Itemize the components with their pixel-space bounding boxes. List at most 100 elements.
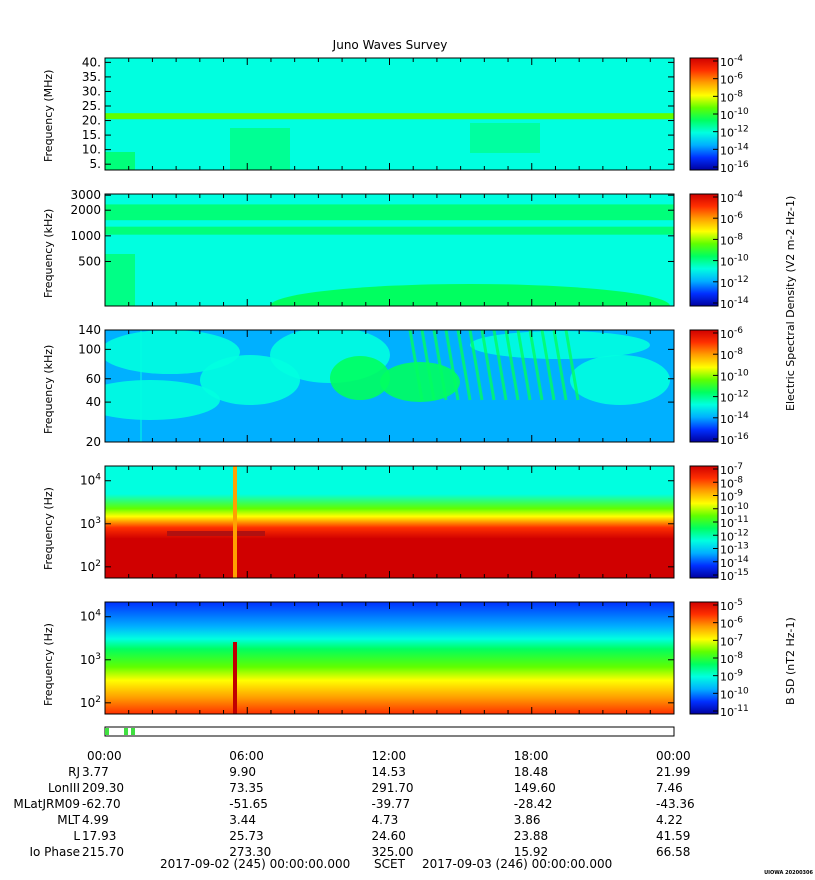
y-axis-label: Frequency (MHz) <box>42 69 55 162</box>
colorbar-tick-exponent: -12 <box>734 390 749 400</box>
colorbar-tick-exponent: -8 <box>734 347 743 357</box>
time-tick-label: 00:00 <box>656 749 691 763</box>
emission-band <box>105 212 674 221</box>
spectrogram-gradient <box>105 602 674 714</box>
emission-streak <box>468 330 484 401</box>
colorbar-tick-exponent: -10 <box>734 686 749 696</box>
y-axis-label: Frequency (kHz) <box>42 344 55 434</box>
ephemeris-value: 41.59 <box>656 829 691 843</box>
footer-end-time: 2017-09-03 (246) 00:00:00.000 <box>422 857 613 871</box>
y-tick-label: 35. <box>82 70 101 84</box>
colorbar-tick-label: 10-4 <box>720 54 743 69</box>
emission-streak <box>492 330 508 401</box>
colorbar-tick-exponent: -8 <box>734 89 743 99</box>
ephemeris-value: 325.00 <box>371 845 414 859</box>
interference-line <box>233 466 237 578</box>
y-tick-label: 40. <box>82 55 101 69</box>
colorbar-tick-label: 10-10 <box>720 686 749 701</box>
ephemeris-value: -28.42 <box>513 797 553 811</box>
colorbar-tick-label: 10-9 <box>720 669 743 684</box>
y-tick-label: 140 <box>78 323 101 337</box>
ephemeris-value: 73.35 <box>229 781 264 795</box>
ephemeris-label: LonIII <box>47 781 80 795</box>
y-tick-label: 104 <box>80 473 101 488</box>
spectrogram-2 <box>105 194 674 306</box>
y-tick-label: 25. <box>82 99 101 113</box>
colorbar-tick-exponent: -14 <box>734 555 749 565</box>
colorbar-tick-exponent: -6 <box>734 211 743 221</box>
colorbar-tick-label: 10-10 <box>720 254 749 269</box>
emission-streak <box>480 330 496 401</box>
colorbar-tick-exponent: -16 <box>734 160 749 170</box>
colorbar-title: Electric Spectral Density (V2 m-2 Hz-1) <box>784 195 797 411</box>
y-tick-label: 20 <box>86 435 101 449</box>
colorbar-tick-exponent: -10 <box>734 254 749 264</box>
emission-streak <box>408 330 424 401</box>
ephemeris-value: 24.60 <box>371 829 406 843</box>
y-tick-label: 3000 <box>70 188 101 202</box>
ephemeris-label: Io Phase <box>29 845 80 859</box>
mode-strip-segment <box>105 728 109 735</box>
ephemeris-value: 21.99 <box>656 765 691 779</box>
colorbar-tick-label: 10-14 <box>720 296 749 311</box>
ephemeris-value: 215.70 <box>82 845 124 859</box>
colorbar-tick-exponent: -7 <box>734 633 743 643</box>
y-tick-label: 103 <box>80 516 101 531</box>
ephemeris-label: L <box>73 829 80 843</box>
time-tick-label: 06:00 <box>229 749 264 763</box>
colorbar-tick-exponent: -7 <box>734 462 743 472</box>
colorbar-tick-label: 10-16 <box>720 160 749 175</box>
colorbar-tick-label: 10-6 <box>720 72 743 87</box>
y-tick-label: 1000 <box>70 229 101 243</box>
panel-3: 140 100 60 40 20 10-6 10-8 10-10 10-12 10-14 10-16 <box>78 323 749 449</box>
emission-streak <box>564 330 580 401</box>
colorbar-tick-exponent: -6 <box>734 326 743 336</box>
ephemeris-value: 17.93 <box>82 829 117 843</box>
y-tick-label: 104 <box>80 609 101 624</box>
emission-streak <box>552 330 568 401</box>
emission-patch <box>330 356 390 400</box>
mode-strip-segment <box>124 728 128 735</box>
ephemeris-value: 3.77 <box>82 765 109 779</box>
ephemeris-value: 4.99 <box>82 813 109 827</box>
colorbar-tick-exponent: -10 <box>734 502 749 512</box>
interference-line <box>167 531 265 536</box>
colorbar-tick-label: 10-8 <box>720 347 743 362</box>
colorbar-tick-label: 10-6 <box>720 211 743 226</box>
ephemeris-value: -39.77 <box>371 797 411 811</box>
y-tick-exponent: 2 <box>95 559 101 569</box>
colorbar-tick-exponent: -13 <box>734 542 749 552</box>
panel-5: 104 103 102 10-5 10-6 10-7 10-8 10-9 10-10 10-11 <box>80 598 749 719</box>
emission-streak <box>432 330 448 401</box>
y-tick-label: 15. <box>82 128 101 142</box>
emission-patch <box>470 123 540 153</box>
colorbar-tick-exponent: -12 <box>734 275 749 285</box>
emission-streak <box>516 330 532 401</box>
y-tick-label: 20. <box>82 114 101 128</box>
time-tick-label: 18:00 <box>513 749 549 763</box>
colorbar <box>689 329 719 443</box>
emission-band <box>105 226 674 235</box>
emission-patch <box>105 254 135 306</box>
ephemeris-value: 4.22 <box>656 813 683 827</box>
time-tick-label: 00:00 <box>87 749 122 763</box>
panel-4: 10410310210-710-810-910-1010-1110-1210-1… <box>80 462 749 583</box>
ephemeris-label: MLT <box>57 813 80 827</box>
colorbar-tick-exponent: -11 <box>734 515 749 525</box>
y-tick-label: 2000 <box>70 203 101 217</box>
spectrogram-gradient <box>105 466 674 578</box>
stamp: UIOWA 20200306 <box>764 870 813 876</box>
colorbar-tick-exponent: -15 <box>734 568 749 578</box>
colorbar-tick-exponent: -6 <box>734 616 743 626</box>
emission-patch <box>570 355 670 405</box>
ephemeris-value: 14.53 <box>371 765 406 779</box>
colorbar-tick-label: 10-7 <box>720 633 743 648</box>
colorbar <box>689 193 719 307</box>
emission-streak <box>540 330 556 401</box>
ephemeris-value: 209.30 <box>82 781 124 795</box>
ephemeris-value: 3.86 <box>513 813 541 827</box>
ephemeris-value: 7.46 <box>656 781 683 795</box>
colorbar-tick-exponent: -12 <box>734 528 749 538</box>
ephemeris-value: 25.73 <box>229 829 264 843</box>
